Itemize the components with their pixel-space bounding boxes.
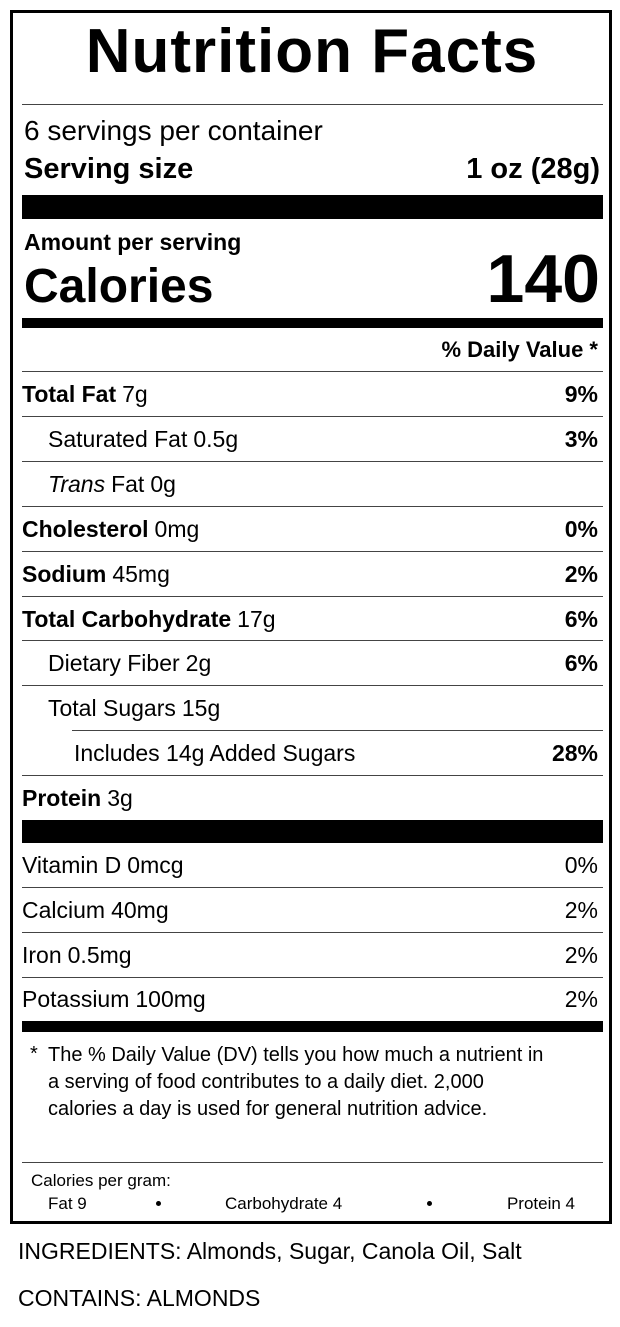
calories-per-gram-item: Fat 9 xyxy=(48,1194,87,1213)
nutrient-name: Includes 14g Added Sugars xyxy=(74,739,356,766)
title: Nutrition Facts xyxy=(85,17,539,86)
vitamin-row: Iron 0.5mg 2% xyxy=(22,933,598,977)
contains: CONTAINS: ALMONDS xyxy=(18,1285,261,1311)
nutrient-row: Includes 14g Added Sugars 28% xyxy=(74,731,598,775)
nutrient-dv: 2% xyxy=(564,560,598,587)
nutrient-amount: 15g xyxy=(181,694,221,721)
vitamin-amount: 100mg xyxy=(135,985,206,1012)
servings: 6 servings per container xyxy=(24,115,323,146)
nutrient-amount: 3g xyxy=(107,784,133,811)
nutrient-row: Saturated Fat 0.5g 3% xyxy=(48,417,598,461)
rule xyxy=(22,977,603,978)
nutrient-row: Sodium 45mg 2% xyxy=(22,552,598,596)
serving-size-value: 1 oz (28g) xyxy=(466,153,600,185)
thick-bar xyxy=(22,195,603,219)
rule xyxy=(22,685,603,686)
nutrient-name: Saturated Fat xyxy=(48,425,188,452)
nutrient-name: Total Sugars xyxy=(48,694,176,721)
rule xyxy=(22,932,603,933)
nutrient-name: Total Carbohydrate xyxy=(22,605,232,632)
nutrient-dv: 0% xyxy=(564,515,598,542)
nutrient-dv: 3% xyxy=(564,425,598,452)
medium-bar xyxy=(22,1021,603,1032)
medium-bar xyxy=(22,318,603,328)
calories-value: 140 xyxy=(486,241,600,317)
nutrient-amount: 0mg xyxy=(154,515,200,542)
nutrient-name-italic: Trans xyxy=(48,470,106,497)
vitamin-row: Potassium 100mg 2% xyxy=(22,977,598,1021)
nutrient-name: Cholesterol xyxy=(22,515,149,542)
nutrient-row: Trans Fat 0g xyxy=(48,462,598,506)
nutrient-amount: 17g xyxy=(237,605,276,632)
vitamin-name: Potassium xyxy=(22,985,130,1012)
nutrient-amount: 0.5g xyxy=(193,425,239,452)
vitamin-amount: 0.5mg xyxy=(67,941,132,968)
nutrient-name: Total Fat xyxy=(22,380,117,407)
vitamin-row: Vitamin D 0mcg 0% xyxy=(22,843,598,887)
nutrient-amount: 45mg xyxy=(112,560,170,587)
nutrient-amount: 2g xyxy=(185,649,212,676)
nutrient-row: Protein 3g xyxy=(22,776,598,820)
vitamin-name: Calcium xyxy=(22,896,106,923)
nutrient-row: Total Carbohydrate 17g 6% xyxy=(22,597,598,641)
footnote-text: The % Daily Value (DV) tells you how muc… xyxy=(48,1044,544,1120)
nutrient-row: Total Fat 7g 9% xyxy=(22,372,598,416)
rule xyxy=(22,1162,603,1163)
rule xyxy=(22,371,603,372)
vitamin-row: Calcium 40mg 2% xyxy=(22,888,598,932)
bullet xyxy=(427,1201,432,1206)
rule xyxy=(22,775,603,776)
nutrient-row: Cholesterol 0mg 0% xyxy=(22,507,598,551)
rule xyxy=(22,640,603,641)
serving-size-label: Serving size xyxy=(24,153,194,185)
rule xyxy=(22,596,603,597)
nutrient-row: Total Sugars 15g xyxy=(48,686,598,730)
ingredients: INGREDIENTS: Almonds, Sugar, Canola Oil,… xyxy=(18,1238,522,1264)
rule xyxy=(22,887,603,888)
vitamin-dv: 0% xyxy=(564,851,598,878)
nutrient-dv: 6% xyxy=(564,649,598,676)
calories-per-gram-label: Calories per gram: xyxy=(31,1171,171,1190)
rule xyxy=(22,506,603,507)
vitamin-name: Iron xyxy=(22,941,62,968)
vitamin-dv: 2% xyxy=(564,941,598,968)
bullet xyxy=(156,1201,161,1206)
vitamin-dv: 2% xyxy=(564,985,598,1012)
rule xyxy=(22,104,603,105)
nutrient-dv: 9% xyxy=(564,380,598,407)
nutrient-name: Fat xyxy=(111,470,145,497)
label-box xyxy=(10,10,612,1224)
nutrient-name: Protein xyxy=(22,784,102,811)
rule xyxy=(72,730,603,731)
vitamin-name: Vitamin D xyxy=(22,851,122,878)
nutrient-amount: 0g xyxy=(150,470,176,497)
rule xyxy=(22,551,603,552)
vitamin-amount: 0mcg xyxy=(127,851,184,878)
nutrient-row: Dietary Fiber 2g 6% xyxy=(48,641,598,685)
nutrient-name: Dietary Fiber xyxy=(48,649,180,676)
nutrient-dv: 28% xyxy=(551,739,598,766)
calories-per-gram-item: Protein 4 xyxy=(506,1194,575,1213)
calories-label: Calories xyxy=(24,260,214,313)
nutrient-amount: 7g xyxy=(122,380,148,407)
thick-bar xyxy=(22,820,603,843)
amount-per-serving: Amount per serving xyxy=(24,229,242,255)
daily-value-header: % Daily Value * xyxy=(441,337,598,362)
vitamin-amount: 40mg xyxy=(111,896,169,923)
footnote-marker: * xyxy=(30,1043,38,1065)
rule xyxy=(22,416,603,417)
nutrient-name: Sodium xyxy=(22,560,107,587)
vitamin-dv: 2% xyxy=(564,896,598,923)
rule xyxy=(22,461,603,462)
calories-per-gram-item: Carbohydrate 4 xyxy=(225,1194,343,1213)
nutrient-dv: 6% xyxy=(564,605,598,632)
